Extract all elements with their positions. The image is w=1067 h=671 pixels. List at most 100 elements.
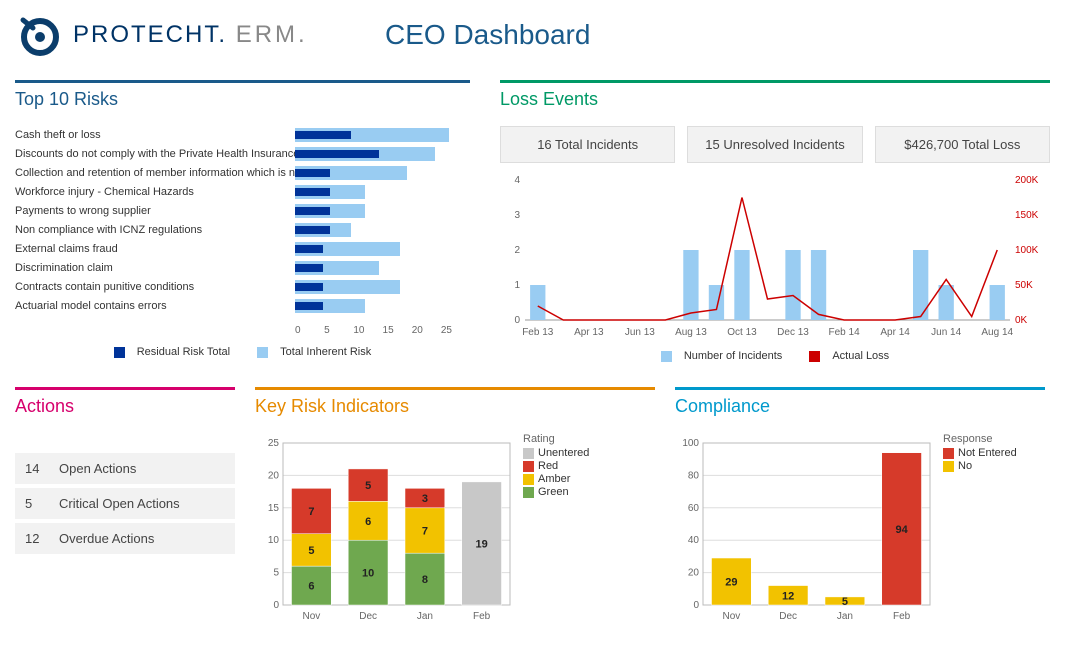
svg-text:0: 0 bbox=[273, 600, 279, 611]
risk-label: Discrimination claim bbox=[15, 262, 295, 274]
svg-text:7: 7 bbox=[422, 525, 428, 537]
svg-text:Dec: Dec bbox=[779, 611, 797, 622]
header: PROTECHT. ERM. CEO Dashboard bbox=[15, 10, 1052, 60]
risk-label: Collection and retention of member infor… bbox=[15, 167, 295, 179]
svg-text:19: 19 bbox=[476, 538, 488, 550]
svg-text:Feb 14: Feb 14 bbox=[829, 327, 861, 338]
svg-text:Dec 13: Dec 13 bbox=[777, 327, 809, 338]
risk-label: Contracts contain punitive conditions bbox=[15, 281, 295, 293]
svg-text:Aug 14: Aug 14 bbox=[981, 327, 1013, 338]
svg-text:8: 8 bbox=[422, 574, 428, 586]
svg-text:10: 10 bbox=[362, 568, 374, 580]
legend-incidents: Number of Incidents bbox=[655, 350, 788, 362]
svg-text:5: 5 bbox=[273, 568, 279, 579]
action-item[interactable]: 12Overdue Actions bbox=[15, 523, 235, 554]
compliance-panel: Compliance 0204060801002912594NovDecJanF… bbox=[675, 387, 1045, 623]
svg-text:5: 5 bbox=[308, 545, 314, 557]
risk-label: Non compliance with ICNZ regulations bbox=[15, 224, 295, 236]
svg-text:15: 15 bbox=[268, 503, 280, 514]
page-title: CEO Dashboard bbox=[385, 19, 590, 51]
top-risks-title: Top 10 Risks bbox=[15, 80, 470, 114]
svg-text:5: 5 bbox=[842, 596, 848, 608]
kri-chart: 0510152025657106587319NovDecJanFeb bbox=[255, 433, 515, 623]
svg-text:80: 80 bbox=[688, 470, 700, 481]
loss-events-legend: Number of Incidents Actual Loss bbox=[500, 350, 1050, 362]
risk-label: Workforce injury - Chemical Hazards bbox=[15, 186, 295, 198]
action-label: Overdue Actions bbox=[59, 531, 154, 546]
svg-text:Feb: Feb bbox=[893, 611, 911, 622]
risk-label: Discounts do not comply with the Private… bbox=[15, 148, 295, 160]
svg-text:6: 6 bbox=[365, 516, 371, 528]
risk-label: Cash theft or loss bbox=[15, 129, 295, 141]
action-label: Critical Open Actions bbox=[59, 496, 180, 511]
kpi-total-incidents[interactable]: 16 Total Incidents bbox=[500, 126, 675, 163]
kpi-total-loss[interactable]: $426,700 Total Loss bbox=[875, 126, 1050, 163]
actions-title: Actions bbox=[15, 387, 235, 421]
risk-row[interactable]: Payments to wrong supplier bbox=[15, 202, 470, 219]
action-item[interactable]: 14Open Actions bbox=[15, 453, 235, 484]
svg-text:Apr 13: Apr 13 bbox=[574, 327, 604, 338]
action-label: Open Actions bbox=[59, 461, 136, 476]
svg-text:Apr 14: Apr 14 bbox=[880, 327, 910, 338]
brand-sub: ERM. bbox=[236, 21, 308, 48]
svg-text:3: 3 bbox=[514, 210, 520, 221]
action-count: 14 bbox=[25, 461, 59, 476]
logo-icon bbox=[15, 10, 65, 60]
risk-row[interactable]: Discrimination claim bbox=[15, 259, 470, 276]
svg-text:Nov: Nov bbox=[302, 611, 320, 622]
svg-text:20: 20 bbox=[688, 568, 700, 579]
kpi-unresolved[interactable]: 15 Unresolved Incidents bbox=[687, 126, 862, 163]
logo-text: PROTECHT. ERM. bbox=[73, 21, 308, 49]
compliance-chart: 0204060801002912594NovDecJanFeb bbox=[675, 433, 935, 623]
kpi-row: 16 Total Incidents 15 Unresolved Inciden… bbox=[500, 126, 1050, 163]
svg-text:Jun 13: Jun 13 bbox=[625, 327, 655, 338]
top-risks-panel: Top 10 Risks Cash theft or loss Discounts… bbox=[15, 80, 470, 362]
kri-title: Key Risk Indicators bbox=[255, 387, 655, 421]
risk-row[interactable]: Cash theft or loss bbox=[15, 126, 470, 143]
svg-text:1: 1 bbox=[514, 280, 520, 291]
svg-text:Jun 14: Jun 14 bbox=[931, 327, 961, 338]
svg-text:0: 0 bbox=[514, 315, 520, 326]
legend-item: Not Entered bbox=[943, 447, 1017, 459]
svg-text:Aug 13: Aug 13 bbox=[675, 327, 707, 338]
risk-row[interactable]: External claims fraud bbox=[15, 240, 470, 257]
legend-residual: Residual Risk Total bbox=[108, 346, 236, 358]
legend-loss: Actual Loss bbox=[803, 350, 895, 362]
svg-text:Dec: Dec bbox=[359, 611, 377, 622]
legend-item: Red bbox=[523, 460, 589, 472]
risk-row[interactable]: Workforce injury - Chemical Hazards bbox=[15, 183, 470, 200]
risk-row[interactable]: Discounts do not comply with the Private… bbox=[15, 145, 470, 162]
risk-row[interactable]: Contracts contain punitive conditions bbox=[15, 278, 470, 295]
svg-text:25: 25 bbox=[268, 438, 280, 449]
svg-text:6: 6 bbox=[308, 581, 314, 593]
svg-text:150K: 150K bbox=[1015, 210, 1039, 221]
top-risks-x-axis: 0510152025 bbox=[295, 321, 470, 336]
svg-text:Feb: Feb bbox=[473, 611, 491, 622]
loss-events-title: Loss Events bbox=[500, 80, 1050, 114]
svg-text:20: 20 bbox=[268, 470, 280, 481]
svg-text:50K: 50K bbox=[1015, 280, 1033, 291]
compliance-legend: Response Not EnteredNo bbox=[943, 433, 1017, 623]
action-item[interactable]: 5Critical Open Actions bbox=[15, 488, 235, 519]
compliance-legend-title: Response bbox=[943, 433, 1017, 445]
svg-text:12: 12 bbox=[782, 590, 794, 602]
svg-text:Oct 13: Oct 13 bbox=[727, 327, 757, 338]
actions-list: 14Open Actions 5Critical Open Actions 12Ov… bbox=[15, 453, 235, 554]
risk-row[interactable]: Actuarial model contains errors bbox=[15, 297, 470, 314]
svg-text:100: 100 bbox=[682, 438, 699, 449]
legend-item: Unentered bbox=[523, 447, 589, 459]
top-risks-chart: Cash theft or loss Discounts do not compl… bbox=[15, 126, 470, 321]
risk-row[interactable]: Collection and retention of member infor… bbox=[15, 164, 470, 181]
svg-text:Nov: Nov bbox=[722, 611, 740, 622]
risk-label: Actuarial model contains errors bbox=[15, 300, 295, 312]
svg-text:7: 7 bbox=[308, 506, 314, 518]
top-risks-legend: Residual Risk Total Total Inherent Risk bbox=[15, 346, 470, 358]
svg-text:60: 60 bbox=[688, 503, 700, 514]
risk-label: Payments to wrong supplier bbox=[15, 205, 295, 217]
risk-label: External claims fraud bbox=[15, 243, 295, 255]
compliance-title: Compliance bbox=[675, 387, 1045, 421]
kri-legend: Rating UnenteredRedAmberGreen bbox=[523, 433, 589, 623]
legend-item: Amber bbox=[523, 473, 589, 485]
risk-row[interactable]: Non compliance with ICNZ regulations bbox=[15, 221, 470, 238]
action-count: 12 bbox=[25, 531, 59, 546]
